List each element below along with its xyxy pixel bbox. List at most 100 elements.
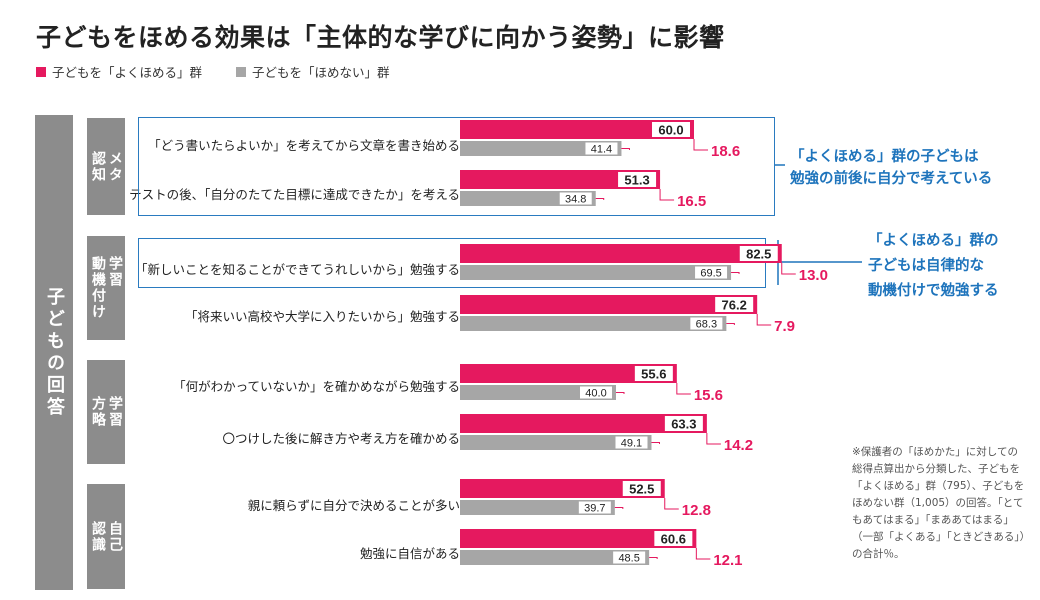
category-meta-panel: メタ 認知 xyxy=(87,118,125,215)
item-label: 「新しいことを知ることができてうれしいから」勉強する xyxy=(134,262,460,277)
value-label-bg-no-praise xyxy=(559,192,592,205)
value-label-bg-praise xyxy=(652,122,690,137)
value-label-praise: 55.6 xyxy=(641,367,666,382)
item-label: 「どう書いたらよいか」を考えてから文章を書き始める xyxy=(148,138,460,153)
bar-no-praise xyxy=(460,316,727,331)
footnote: ※保護者の「ほめかた」に対しての総得点算出から分類した、子どもを「よくほめる」群… xyxy=(852,446,1025,560)
value-label-bg-praise xyxy=(654,531,693,546)
side-label: 子どもの回答 xyxy=(44,286,65,419)
category-self-label: 自己 認識 xyxy=(90,520,123,553)
difference-bracket xyxy=(659,189,675,201)
value-label-no-praise: 48.5 xyxy=(618,553,639,565)
bar-no-praise xyxy=(460,435,652,450)
value-label-no-praise: 39.7 xyxy=(584,503,605,515)
legend-swatch-no-praise xyxy=(236,66,247,77)
value-label-praise: 60.0 xyxy=(658,123,683,138)
bar-no-praise xyxy=(460,550,650,565)
bar-praise xyxy=(460,364,677,383)
category-motivation-panel: 学習 動機付け xyxy=(87,236,125,340)
value-label-praise: 63.3 xyxy=(671,417,696,432)
category-motivation-label: 学習 動機付け xyxy=(90,256,123,320)
value-label-bg-no-praise xyxy=(580,386,612,399)
callout-motivation-line2: 子どもは自律的な xyxy=(868,258,984,274)
callout-motivation-line1: 「よくほめる」群の xyxy=(868,233,999,249)
value-label-praise: 52.5 xyxy=(629,482,654,497)
value-label-bg-no-praise xyxy=(695,266,728,279)
value-label-bg-praise xyxy=(739,246,778,261)
bar-praise xyxy=(460,120,694,139)
bar-praise xyxy=(460,479,665,498)
value-label-bg-praise xyxy=(622,481,661,496)
legend-label-praise: 子どもを「よくほめる」群 xyxy=(52,65,203,80)
item-label: 〇つけした後に解き方や考え方を確かめる xyxy=(222,431,460,446)
difference-bracket xyxy=(731,272,740,274)
bar-praise xyxy=(460,170,661,189)
item-label: 「将来いい高校や大学に入りたいから」勉強する xyxy=(184,309,460,324)
legend-swatch-praise xyxy=(36,66,46,77)
item-label: 親に頼らずに自分で決めることが多い xyxy=(247,498,460,513)
value-label-no-praise: 40.0 xyxy=(585,388,606,400)
difference-bracket xyxy=(664,498,679,510)
legend-item-praise: 子どもを「よくほめる」群 xyxy=(36,62,202,81)
difference-bracket xyxy=(693,139,708,151)
value-label-no-praise: 68.3 xyxy=(696,319,717,331)
bar-no-praise xyxy=(460,265,732,280)
value-label-bg-praise xyxy=(664,416,703,431)
difference-bracket xyxy=(614,507,624,509)
value-label-bg-no-praise xyxy=(585,142,618,155)
item-label: テストの後、「自分のたてた目標に達成できたか」を考える xyxy=(129,187,460,202)
difference-bracket xyxy=(726,323,735,325)
category-method-label: 学習 方略 xyxy=(90,396,123,428)
value-label-bg-no-praise xyxy=(615,436,648,449)
item-label: 「何がわかっていないか」を確かめながら勉強する xyxy=(173,379,460,394)
difference-bracket xyxy=(756,314,772,326)
bar-no-praise xyxy=(460,385,616,400)
difference-bracket xyxy=(649,557,658,559)
callout-motivation: 「よくほめる」群の 子どもは自律的な 動機付けで勉強する xyxy=(868,229,999,304)
callout-meta-line1: 「よくほめる」群の子どもは xyxy=(790,149,979,165)
value-label-no-praise: 41.4 xyxy=(591,144,612,156)
value-label-bg-no-praise xyxy=(613,551,646,564)
value-label-bg-praise xyxy=(634,366,673,381)
bar-no-praise xyxy=(460,141,622,156)
difference-bracket xyxy=(595,198,605,200)
legend-label-no-praise: 子どもを「ほめない」群 xyxy=(252,65,390,80)
value-label-praise: 60.6 xyxy=(661,532,686,547)
difference-bracket xyxy=(621,148,630,150)
value-label-bg-no-praise xyxy=(578,501,611,514)
value-label-no-praise: 69.5 xyxy=(700,268,721,280)
category-method-panel: 学習 方略 xyxy=(87,360,125,464)
item-label: 勉強に自信がある xyxy=(359,546,460,561)
difference-bracket xyxy=(676,383,691,395)
value-label-bg-praise xyxy=(618,172,657,187)
value-label-praise: 51.3 xyxy=(624,173,649,188)
difference-label: 16.5 xyxy=(677,193,706,210)
difference-bracket xyxy=(695,548,711,560)
difference-label: 13.0 xyxy=(799,267,828,284)
value-label-bg-praise xyxy=(715,297,754,312)
value-label-no-praise: 34.8 xyxy=(565,194,586,206)
difference-label: 7.9 xyxy=(774,318,795,335)
difference-label: 18.6 xyxy=(711,143,740,160)
callout-meta-line2: 勉強の前後に自分で考えている xyxy=(790,171,993,187)
callout-meta: 「よくほめる」群の子どもは 勉強の前後に自分で考えている xyxy=(790,146,992,190)
difference-bracket xyxy=(616,392,625,394)
value-label-praise: 76.2 xyxy=(722,298,747,313)
bar-praise xyxy=(460,414,707,433)
bar-praise xyxy=(460,529,697,548)
legend-item-no-praise: 子どもを「ほめない」群 xyxy=(236,62,390,81)
bar-praise xyxy=(460,295,758,314)
difference-bracket xyxy=(781,263,796,275)
difference-label: 12.8 xyxy=(682,502,711,519)
difference-bracket xyxy=(651,442,660,444)
difference-bracket xyxy=(706,433,721,445)
bar-no-praise xyxy=(460,500,615,515)
difference-label: 15.6 xyxy=(694,387,723,404)
value-label-no-praise: 49.1 xyxy=(621,438,642,450)
value-label-praise: 82.5 xyxy=(746,247,771,262)
value-label-bg-no-praise xyxy=(690,317,723,330)
difference-label: 12.1 xyxy=(713,552,742,569)
callout-motivation-line3: 動機付けで勉強する xyxy=(868,283,999,299)
chart-title: 子どもをほめる効果は「主体的な学びに向かう姿勢」に影響 xyxy=(36,23,725,52)
